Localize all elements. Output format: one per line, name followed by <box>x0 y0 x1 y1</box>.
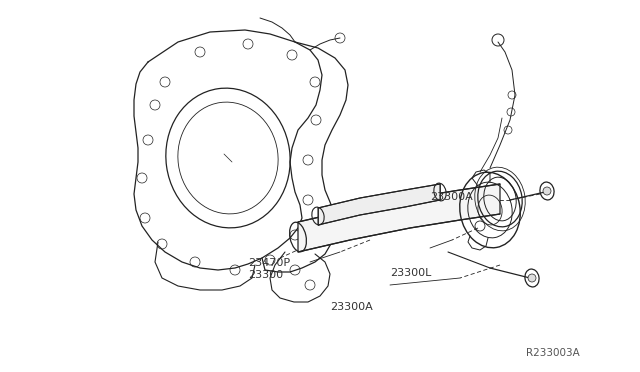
Polygon shape <box>318 184 440 225</box>
Text: 23300: 23300 <box>248 270 283 280</box>
Polygon shape <box>298 184 500 252</box>
Text: 23300L: 23300L <box>390 268 431 278</box>
Text: 23300A: 23300A <box>330 302 372 312</box>
Text: 23470P: 23470P <box>248 258 290 268</box>
Circle shape <box>543 187 551 195</box>
Text: R233003A: R233003A <box>526 348 580 358</box>
Text: 23300A: 23300A <box>430 192 473 202</box>
Circle shape <box>528 274 536 282</box>
